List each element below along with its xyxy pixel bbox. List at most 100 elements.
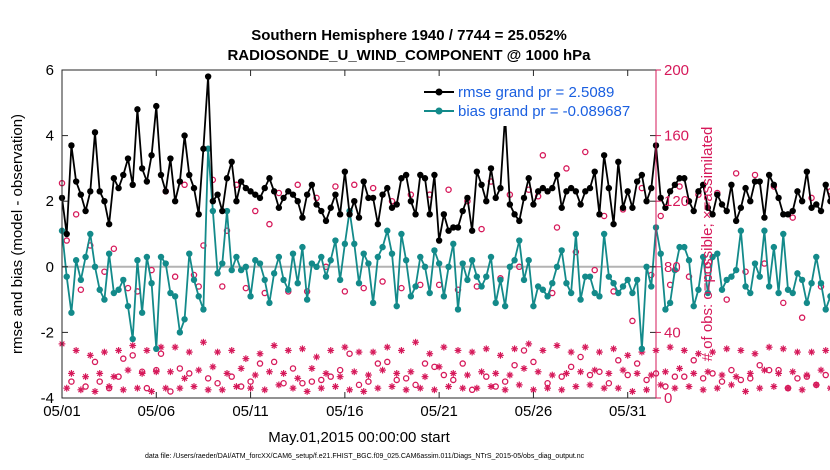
rmse-point: [572, 188, 580, 195]
possible-obs-point: [822, 371, 829, 379]
assimilated-obs-point: [695, 350, 702, 358]
assimilated-obs-point: [228, 347, 236, 354]
possible-obs-point: [369, 184, 377, 192]
rmse-point: [171, 198, 179, 205]
assimilated-obs-point: [218, 386, 226, 394]
rmse-point: [643, 198, 650, 205]
rmse-point: [219, 207, 226, 215]
possible-obs-point: [501, 378, 509, 385]
y2-tick-label: 40: [664, 324, 681, 341]
possible-obs-point: [256, 360, 264, 367]
assimilated-obs-point: [383, 343, 391, 351]
possible-obs-point: [157, 350, 165, 357]
possible-obs-point: [294, 181, 301, 189]
rmse-point: [96, 188, 103, 195]
assimilated-obs-point: [544, 384, 551, 392]
assimilated-obs-point: [332, 383, 339, 390]
rmse-point: [633, 178, 641, 185]
rmse-point: [567, 184, 575, 192]
possible-obs-point: [120, 355, 127, 362]
possible-obs-point: [129, 352, 136, 359]
assimilated-obs-point: [737, 347, 745, 354]
rmse-point: [624, 188, 631, 195]
assimilated-obs-point: [275, 381, 283, 389]
rmse-point: [483, 198, 490, 205]
bias-point: [582, 273, 589, 280]
assimilated-obs-point: [454, 347, 462, 354]
rmse-point: [586, 184, 594, 192]
bias-point: [600, 230, 608, 238]
assimilated-obs-point: [572, 383, 580, 390]
rmse-point: [695, 188, 702, 195]
assimilated-obs-point: [459, 384, 467, 392]
rmse-point: [459, 207, 466, 215]
rmse-point: [398, 175, 405, 182]
y2-tick-label: 0: [664, 390, 672, 407]
assimilated-obs-point: [558, 386, 566, 394]
bias-point: [492, 299, 499, 307]
rmse-point: [379, 191, 386, 198]
bias-point: [464, 276, 471, 284]
possible-obs-point: [186, 370, 193, 377]
assimilated-obs-point: [266, 368, 273, 376]
rmse-point: [497, 184, 504, 192]
assimilated-obs-point: [728, 381, 735, 389]
rmse-point: [756, 178, 763, 185]
rmse-point: [332, 191, 339, 198]
rmse-point: [308, 181, 316, 188]
rmse-point: [723, 207, 730, 215]
possible-obs-point: [270, 358, 278, 366]
x-tick-label: 05/11: [232, 403, 268, 420]
possible-obs-point: [780, 299, 787, 307]
assimilated-obs-point: [515, 381, 523, 389]
assimilated-obs-point: [629, 388, 636, 395]
bias-point: [303, 296, 311, 303]
rmse-point: [186, 171, 193, 179]
possible-obs-point: [91, 358, 99, 366]
assimilated-obs-point: [756, 384, 764, 392]
bias-point: [120, 276, 127, 284]
bias-point: [431, 247, 438, 254]
assimilated-obs-point: [633, 370, 641, 377]
assimilated-obs-point: [770, 383, 778, 390]
assimilated-obs-point: [129, 342, 137, 349]
assimilated-obs-point: [365, 371, 372, 379]
assimilated-obs-point: [511, 345, 518, 353]
rmse-point: [402, 171, 410, 179]
assimilated-obs-point: [115, 347, 122, 354]
bias-point: [690, 302, 697, 310]
possible-obs-point: [704, 261, 712, 269]
assimilated-obs-point: [214, 348, 221, 356]
rmse-point: [662, 204, 669, 211]
rmse-point: [789, 207, 796, 215]
bias-point: [176, 329, 184, 336]
bias-point: [200, 306, 207, 313]
bias-point: [171, 293, 179, 300]
possible-obs-point: [247, 378, 254, 385]
rmse-point: [737, 204, 745, 211]
possible-obs-point: [553, 224, 561, 231]
rmse-point: [732, 217, 740, 225]
possible-obs-point: [143, 384, 151, 392]
rmse-point: [648, 184, 655, 192]
rmse-point: [775, 194, 782, 202]
assimilated-obs-point: [82, 373, 89, 381]
bias-point: [322, 273, 330, 280]
bias-point: [780, 230, 787, 238]
rmse-point: [450, 224, 457, 231]
possible-obs-point: [412, 381, 419, 389]
bias-point: [516, 237, 523, 244]
rmse-point: [72, 178, 80, 185]
bias-point: [610, 280, 617, 287]
assimilated-obs-point: [709, 348, 716, 356]
assimilated-obs-point: [350, 368, 358, 376]
assimilated-obs-point: [346, 386, 353, 394]
possible-obs-point: [219, 283, 226, 290]
bias-point: [63, 273, 70, 280]
assimilated-obs-point: [72, 347, 80, 354]
possible-obs-point: [308, 378, 316, 385]
possible-obs-point: [332, 183, 339, 190]
possible-obs-point: [520, 347, 528, 354]
rmse-point: [827, 198, 830, 205]
assimilated-obs-point: [63, 384, 71, 392]
